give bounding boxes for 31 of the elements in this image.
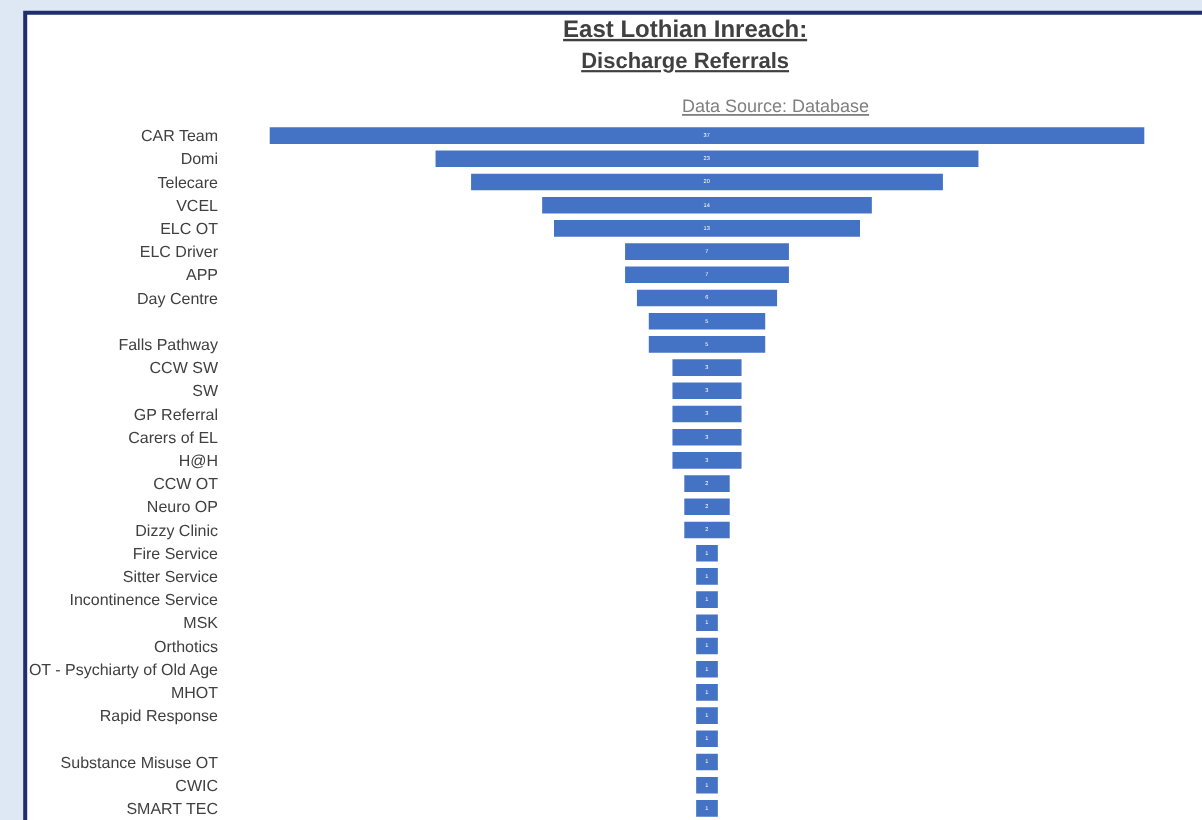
category-label: CWIC: [175, 776, 219, 795]
category-label: APP: [185, 266, 218, 285]
category-label: Dizzy Clinic: [135, 521, 218, 540]
category-label: Falls Pathway: [118, 336, 218, 354]
category-label: Rapid Response: [99, 707, 220, 726]
category-label: ELC OT: [160, 220, 219, 238]
category-label: CAR Team: [140, 127, 219, 146]
category-label: ELC Driver: [139, 243, 219, 262]
text: Discharge Referrals: [581, 50, 790, 75]
category-label: SW: [192, 382, 219, 401]
category-label: Day Centre: [137, 289, 220, 308]
category-label: MHOT: [170, 684, 219, 702]
category-label: CCW SW: [149, 359, 219, 378]
category-label: Fire Service: [132, 544, 220, 563]
category-label: H@H: [178, 452, 219, 470]
category-label: SMART TEC: [126, 800, 219, 818]
category-label: Domi: [180, 150, 219, 169]
category-label: MSK: [183, 614, 220, 633]
category-label: OT - Psychiarty of Old Age: [28, 660, 220, 679]
category-label: Orthotics: [153, 637, 218, 656]
category-label: CCW OT: [153, 475, 219, 494]
category-label: GP Referral: [133, 405, 219, 424]
category-label: VCEL: [176, 196, 220, 215]
category-label: Substance Misuse OT: [60, 753, 219, 772]
source-note: Data Source: Database: [682, 96, 870, 116]
category-label: Sitter Service: [122, 568, 220, 586]
category-label: Carers of EL: [128, 428, 220, 447]
category-label: Incontinence Service: [69, 591, 220, 610]
category-label: Telecare: [157, 173, 220, 192]
text: East Lothian Inreach:: [563, 14, 808, 43]
category-label: Neuro OP: [146, 498, 218, 517]
